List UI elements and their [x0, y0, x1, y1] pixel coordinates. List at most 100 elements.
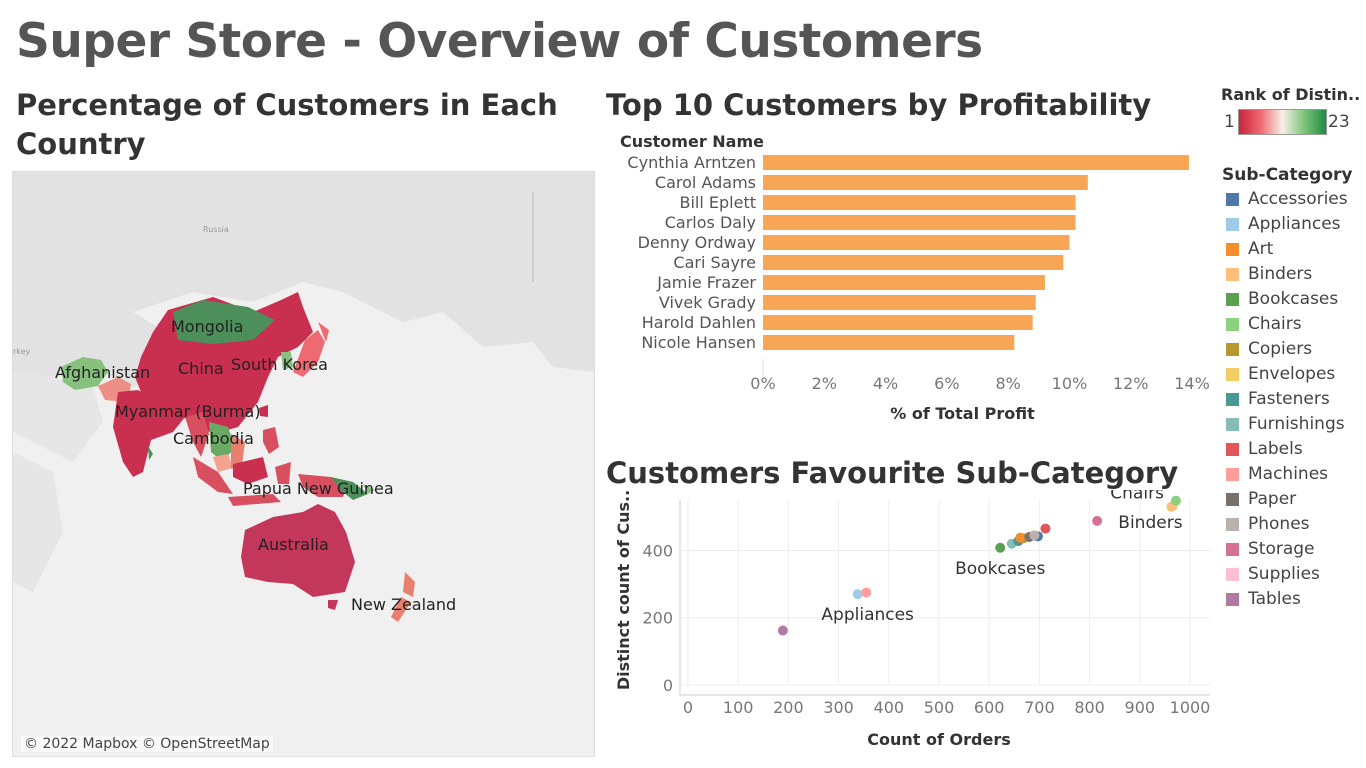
legend-item-machines[interactable]: Machines	[1226, 463, 1328, 485]
bar[interactable]	[763, 195, 1076, 210]
bar-row-header: Customer Name	[620, 132, 764, 151]
legend-item-tables[interactable]: Tables	[1226, 588, 1301, 610]
bar[interactable]	[763, 235, 1070, 250]
scatter-point[interactable]	[852, 589, 863, 600]
map-label-new-zealand: New Zealand	[351, 595, 456, 614]
map-label-china: China	[178, 359, 224, 378]
legend-label: Accessories	[1248, 189, 1348, 209]
bar-category-label: Cari Sayre	[673, 253, 756, 272]
bar-x-tick: 8%	[995, 374, 1020, 393]
legend-swatch	[1226, 417, 1239, 431]
scatter-point[interactable]	[1092, 515, 1103, 526]
legend-swatch	[1226, 542, 1239, 556]
country-tasmania[interactable]	[328, 600, 338, 610]
legend-item-labels[interactable]: Labels	[1226, 438, 1303, 460]
map-canvas[interactable]: Russia rkey Mongolia China South Korea	[13, 172, 594, 756]
map-label-australia: Australia	[258, 535, 329, 554]
rank-legend-min: 1	[1224, 112, 1235, 132]
country-sri-lanka[interactable]	[148, 446, 153, 460]
country-thailand[interactable]	[209, 422, 235, 462]
bar[interactable]	[763, 295, 1036, 310]
bar[interactable]	[763, 215, 1076, 230]
country-map[interactable]: Russia rkey Mongolia China South Korea	[12, 171, 595, 757]
country-new-zealand-south[interactable]	[391, 597, 411, 622]
map-label-mongolia: Mongolia	[171, 317, 243, 336]
subcategory-scatter-chart[interactable]: 0 100 200 300 400 500 600 700 800 900 1000 0 200 400 C…	[600, 490, 1220, 760]
legend-item-fasteners[interactable]: Fasteners	[1226, 388, 1330, 410]
scatter-point[interactable]	[1040, 523, 1051, 534]
legend-item-art[interactable]: Art	[1226, 238, 1273, 260]
country-australia[interactable]	[241, 504, 355, 597]
scatter-annotation: Chairs	[1110, 490, 1164, 504]
legend-label: Bookcases	[1248, 289, 1339, 309]
bar[interactable]	[763, 175, 1088, 190]
legend-item-storage[interactable]: Storage	[1226, 538, 1315, 560]
legend-label: Art	[1248, 239, 1274, 259]
legend-item-paper[interactable]: Paper	[1226, 488, 1296, 510]
country-borneo[interactable]	[233, 457, 268, 484]
legend-item-copiers[interactable]: Copiers	[1226, 338, 1312, 360]
legend-item-binders[interactable]: Binders	[1226, 263, 1312, 285]
scatter-annotation: Appliances	[821, 605, 914, 625]
scatter-point[interactable]	[995, 542, 1006, 553]
scatter-x-tick: 400	[874, 698, 905, 717]
basemap-africa	[13, 452, 63, 592]
bar-category-label: Cynthia Arntzen	[627, 153, 756, 172]
scatter-annotation: Binders	[1118, 513, 1182, 533]
bar[interactable]	[763, 315, 1033, 330]
bar[interactable]	[763, 255, 1064, 270]
legend-item-chairs[interactable]: Chairs	[1226, 313, 1302, 335]
rank-legend-title: Rank of Distin..	[1221, 85, 1361, 104]
bar[interactable]	[763, 335, 1015, 350]
country-myanmar[interactable]	[185, 412, 209, 457]
legend-swatch	[1226, 492, 1239, 506]
country-new-zealand-north[interactable]	[403, 572, 415, 597]
bar-category-label: Nicole Hansen	[641, 333, 756, 352]
legend-item-phones[interactable]: Phones	[1226, 513, 1310, 535]
country-afghanistan[interactable]	[61, 357, 108, 390]
basemap-central-asia	[13, 292, 173, 387]
map-attribution[interactable]: © 2022 Mapbox © OpenStreetMap	[21, 736, 273, 752]
scatter-point[interactable]	[861, 587, 872, 598]
legend-item-accessories[interactable]: Accessories	[1226, 188, 1348, 210]
basemap-north	[13, 172, 594, 372]
legend-item-bookcases[interactable]: Bookcases	[1226, 288, 1338, 310]
country-java[interactable]	[228, 494, 281, 506]
country-hokkaido[interactable]	[318, 322, 329, 342]
legend-swatch	[1226, 267, 1239, 281]
country-philippines[interactable]	[263, 427, 279, 454]
scatter-y-tick: 0	[663, 676, 673, 695]
country-south-korea[interactable]	[281, 352, 293, 370]
scatter-point[interactable]	[777, 625, 788, 636]
bar[interactable]	[763, 275, 1045, 290]
country-papua-new-guinea[interactable]	[331, 477, 368, 500]
country-sulawesi[interactable]	[275, 462, 291, 484]
legend-label: Machines	[1248, 464, 1329, 484]
country-india[interactable]	[113, 390, 185, 477]
country-solomon-islands[interactable]	[363, 484, 375, 494]
bar-x-tick: 6%	[934, 374, 959, 393]
legend-swatch	[1226, 292, 1239, 306]
legend-label: Appliances	[1248, 214, 1341, 234]
bar-x-tick: 0%	[750, 374, 775, 393]
country-japan[interactable]	[293, 330, 325, 377]
country-taiwan[interactable]	[259, 405, 268, 417]
legend-label: Furnishings	[1248, 414, 1345, 434]
scatter-point[interactable]	[1015, 532, 1026, 543]
bar[interactable]	[763, 155, 1189, 170]
legend-item-envelopes[interactable]: Envelopes	[1226, 363, 1335, 385]
scatter-x-tick: 0	[683, 698, 693, 717]
scatter-point[interactable]	[1029, 530, 1040, 541]
country-cambodia[interactable]	[213, 454, 233, 472]
country-sumatra[interactable]	[193, 457, 233, 494]
legend-item-supplies[interactable]: Supplies	[1226, 563, 1320, 585]
bar-x-tick: 10%	[1052, 374, 1088, 393]
legend-label: Tables	[1248, 589, 1301, 609]
basemap-middle-east	[13, 372, 103, 462]
legend-item-furnishings[interactable]: Furnishings	[1226, 413, 1345, 435]
country-mongolia[interactable]	[173, 300, 275, 344]
legend-item-appliances[interactable]: Appliances	[1226, 213, 1341, 235]
rank-legend-gradient[interactable]	[1238, 109, 1327, 135]
scatter-point[interactable]	[1170, 495, 1181, 506]
